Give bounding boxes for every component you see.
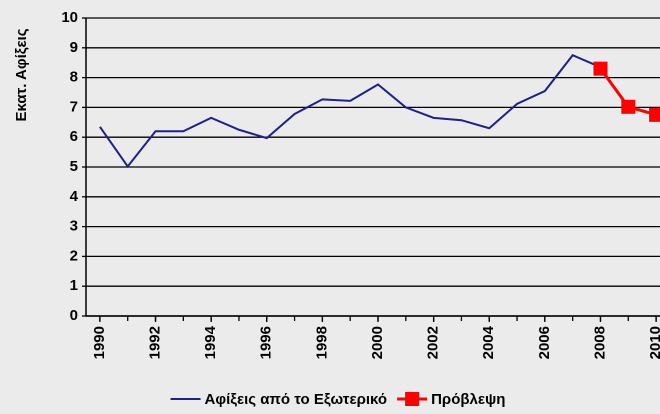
x-tick-label: 1996 [258,326,275,359]
y-tick-label: 2 [70,247,78,264]
x-tick-label: 1994 [202,325,219,359]
x-tick-label: 2002 [425,326,442,359]
x-tick-label: 2000 [369,326,386,359]
x-tick-label: 1998 [313,326,330,359]
y-tick-label: 10 [61,9,78,26]
y-tick-label: 5 [70,158,78,175]
y-tick-label: 7 [70,98,78,115]
y-tick-label: 9 [70,39,78,56]
x-tick-label: 2006 [536,326,553,359]
x-tick-label: 1990 [91,326,108,359]
y-tick-label: 3 [70,218,78,235]
y-tick-label: 1 [70,277,78,294]
legend-item: Αφίξεις από το Εξωτερικό [170,391,388,408]
x-tick-label: 2004 [480,325,497,359]
y-tick-label: 4 [70,188,79,205]
x-tick-label: 2010 [647,326,660,359]
legend-marker [405,392,420,406]
marker [649,107,660,122]
marker [621,99,636,114]
x-tick-label: 1992 [146,326,163,359]
y-axis-label: Εκατ. Αφίξεις [13,28,30,121]
legend-label: Αφίξεις από το Εξωτερικό [205,391,388,408]
marker [593,61,608,76]
y-tick-label: 8 [70,69,78,86]
series-line [99,54,601,169]
legend: Αφίξεις από το Εξωτερικό Πρόβλεψη [170,391,505,408]
x-tick-label: 2008 [591,326,608,359]
y-tick-label: 6 [70,128,78,145]
y-tick-label: 0 [70,307,78,324]
legend-label: Πρόβλεψη [431,391,505,408]
legend-item: Πρόβλεψη [397,391,505,408]
